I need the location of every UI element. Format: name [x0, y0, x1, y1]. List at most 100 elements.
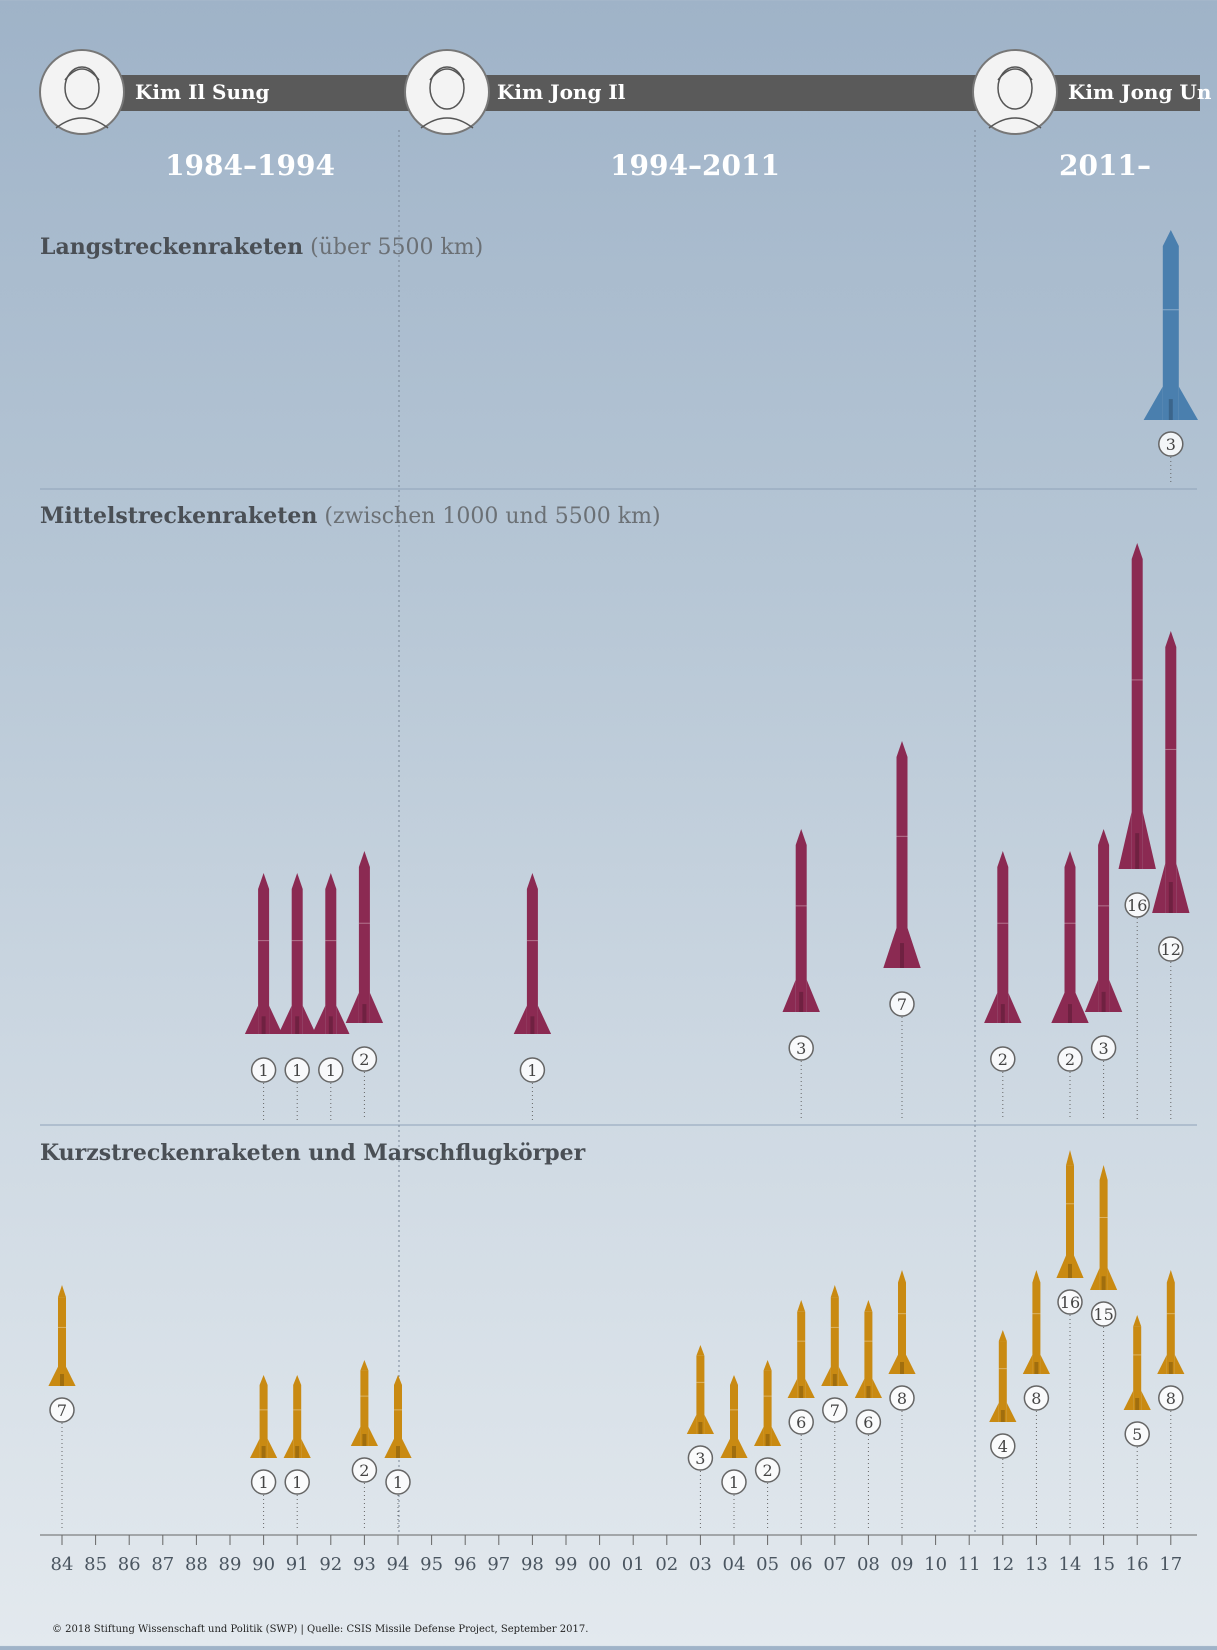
x-tick-label-17: 17: [1159, 1554, 1182, 1575]
value-label-2-07: 7: [822, 1397, 848, 1423]
x-tick-label-00: 00: [588, 1554, 611, 1575]
section-short-title: Kurzstreckenraketen und Marschflugkörper: [40, 1140, 585, 1166]
leader-name-1: Kim Jong Il: [497, 80, 626, 104]
x-tick-label-92: 92: [319, 1554, 342, 1575]
rocket-1-14: [1051, 851, 1089, 1023]
svg-text:3: 3: [796, 1039, 806, 1058]
value-label-2-05: 2: [754, 1457, 781, 1483]
x-tick-label-86: 86: [118, 1554, 141, 1575]
rocket-1-16: [1118, 543, 1156, 869]
x-tick-label-05: 05: [756, 1554, 779, 1575]
x-tick-label-85: 85: [84, 1554, 107, 1575]
value-label-2-91: 1: [284, 1469, 310, 1495]
x-tick-label-07: 07: [823, 1554, 846, 1575]
value-label-1-09: 7: [889, 991, 915, 1017]
x-tick-label-99: 99: [555, 1554, 578, 1575]
x-tick-label-89: 89: [219, 1554, 242, 1575]
rocket-1-92: [312, 873, 350, 1034]
svg-text:6: 6: [863, 1413, 873, 1432]
svg-text:7: 7: [57, 1401, 67, 1420]
x-tick-label-03: 03: [689, 1554, 712, 1575]
rocket-2-91: [283, 1375, 311, 1458]
value-label-1-93: 2: [351, 1046, 378, 1072]
leader-name-2: Kim Jong Un: [1068, 80, 1212, 104]
portrait-hair-2: [997, 68, 1033, 81]
svg-text:16: 16: [1060, 1293, 1080, 1312]
svg-text:1: 1: [326, 1061, 336, 1080]
svg-text:1: 1: [729, 1473, 739, 1492]
x-tick-label-09: 09: [891, 1554, 914, 1575]
x-tick-label-01: 01: [622, 1554, 645, 1575]
section-long-name: Langstreckenraketen: [40, 234, 304, 260]
rocket-2-94: [384, 1375, 412, 1458]
x-tick-label-90: 90: [252, 1554, 275, 1575]
portrait-shoulders-1: [420, 117, 474, 129]
svg-text:7: 7: [830, 1401, 840, 1420]
svg-text:2: 2: [998, 1050, 1008, 1069]
svg-text:3: 3: [1099, 1039, 1109, 1058]
svg-text:6: 6: [796, 1413, 806, 1432]
value-label-2-12: 4: [990, 1433, 1016, 1459]
x-tick-label-15: 15: [1092, 1554, 1115, 1575]
x-tick-label-94: 94: [387, 1554, 410, 1575]
leader-0: Kim Il Sung 1984–1994: [39, 49, 335, 182]
x-tick-label-98: 98: [521, 1554, 544, 1575]
leader-period-0: 1984–1994: [165, 149, 335, 182]
rocket-1-12: [984, 851, 1022, 1023]
rocket-2-08: [854, 1300, 882, 1398]
leader-portrait-2: [972, 49, 1058, 135]
value-label-2-09: 8: [889, 1385, 915, 1411]
portrait-face-2: [997, 66, 1033, 110]
section-long-subtitle: (über 5500 km): [310, 235, 484, 260]
portrait-hair-1: [429, 68, 465, 81]
section-short-name: Kurzstreckenraketen und Marschflugkörper: [40, 1140, 586, 1166]
rocket-2-07: [821, 1285, 849, 1386]
portrait-face-0: [64, 66, 100, 110]
x-tick-label-08: 08: [857, 1554, 880, 1575]
value-label-2-16: 5: [1124, 1421, 1150, 1447]
rocket-1-90: [244, 873, 283, 1034]
x-tick-label-11: 11: [958, 1554, 981, 1575]
svg-text:2: 2: [359, 1050, 369, 1069]
x-tick-label-10: 10: [924, 1554, 947, 1575]
rocket-1-15: [1084, 829, 1123, 1012]
rocket-2-17: [1157, 1270, 1185, 1374]
source-footer: © 2018 Stiftung Wissenschaft und Politik…: [52, 1624, 589, 1635]
svg-text:1: 1: [292, 1061, 302, 1080]
svg-text:7: 7: [897, 995, 907, 1014]
svg-text:16: 16: [1127, 896, 1147, 915]
x-tick-label-87: 87: [151, 1554, 174, 1575]
x-tick-label-12: 12: [991, 1554, 1014, 1575]
svg-text:8: 8: [1031, 1389, 1041, 1408]
value-label-1-98: 1: [519, 1057, 546, 1083]
leader-1: Kim Jong Il 1994–2011: [404, 49, 780, 182]
value-label-2-15: 15: [1090, 1301, 1117, 1327]
value-label-2-04: 1: [721, 1469, 747, 1495]
portrait-face-1: [429, 66, 465, 110]
value-label-1-06: 3: [788, 1035, 814, 1061]
rocket-2-93: [350, 1360, 378, 1446]
leader-2: Kim Jong Un 2011–: [972, 49, 1212, 182]
svg-text:1: 1: [393, 1473, 403, 1492]
rocket-2-06: [787, 1300, 815, 1398]
value-label-1-12: 2: [990, 1046, 1016, 1072]
rocket-1-09: [883, 741, 921, 968]
value-label-1-16: 16: [1124, 892, 1150, 918]
svg-text:1: 1: [527, 1061, 537, 1080]
value-label-1-15: 3: [1090, 1035, 1117, 1061]
x-tick-label-04: 04: [723, 1554, 746, 1575]
x-tick-label-02: 02: [655, 1554, 678, 1575]
portrait-shoulders-2: [988, 117, 1042, 129]
rocket-2-84: [48, 1285, 76, 1386]
rocket-1-91: [278, 873, 316, 1034]
leader-period-2: 2011–: [1059, 149, 1151, 182]
value-label-1-17: 12: [1158, 936, 1184, 962]
rocket-2-13: [1022, 1270, 1050, 1374]
x-tick-label-95: 95: [420, 1554, 443, 1575]
svg-text:8: 8: [897, 1389, 907, 1408]
rocket-2-14: [1056, 1150, 1084, 1278]
rocket-1-93: [345, 851, 384, 1023]
rocket-2-05: [754, 1360, 782, 1446]
